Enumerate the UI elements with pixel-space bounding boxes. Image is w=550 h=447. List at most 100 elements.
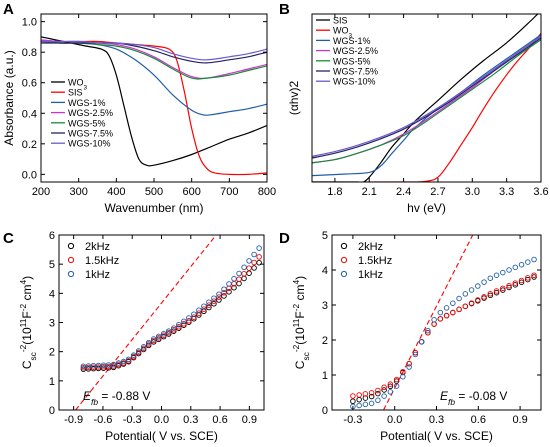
data-point-1-5khz <box>481 294 487 300</box>
data-point-1-5khz <box>412 349 419 356</box>
x-axis-label: Potential( V vs. SCE) <box>380 429 493 443</box>
data-point-2khz <box>350 398 356 405</box>
y-tick-label: 0.8 <box>22 47 37 59</box>
data-point-1khz <box>525 259 531 265</box>
data-point-1-5khz <box>518 277 525 284</box>
legend-item: 1.5kHz <box>340 255 392 267</box>
data-point-1-5khz <box>393 376 400 383</box>
legend-item: WGS-10% <box>316 77 376 87</box>
data-point-1khz <box>393 383 400 389</box>
legend-label: 1kHz <box>358 269 383 281</box>
text-part: -2 <box>291 304 301 312</box>
data-point-1khz <box>216 291 222 297</box>
legend-label: WGS-1% <box>68 98 106 108</box>
data-point-1-5khz <box>512 280 519 286</box>
text-part: ) <box>20 276 34 280</box>
x-tick-label: -0.9 <box>64 414 83 426</box>
legend-item: 1kHz <box>340 269 383 281</box>
data-point-1-5khz <box>191 314 197 320</box>
text-part: WO <box>68 78 84 88</box>
legend-label: 1.5kHz <box>358 255 392 267</box>
text-part: sc <box>28 352 38 360</box>
data-point-2khz <box>251 265 257 271</box>
text-part: WGS-2.5% <box>68 108 113 118</box>
data-point-1khz <box>251 251 257 258</box>
data-point-2khz <box>512 282 519 288</box>
legend-item: WGS-7.5% <box>316 67 378 77</box>
data-point-2khz <box>216 297 222 303</box>
data-point-1khz <box>375 397 381 404</box>
data-point-1-5khz <box>216 294 222 300</box>
x-tick-label: -0.3 <box>123 414 142 426</box>
legend-item: 2kHz <box>67 241 110 253</box>
data-point-1khz <box>493 272 500 278</box>
legend-item: WGS-5% <box>316 56 371 66</box>
text-part: (10 <box>293 327 307 345</box>
legend-label: WGS-1% <box>333 36 371 46</box>
data-point-1-5khz <box>425 329 431 336</box>
data-point-2khz <box>487 292 494 299</box>
text-part: -2 <box>18 304 28 312</box>
data-point-1khz <box>381 393 387 399</box>
efb-symbol: E <box>83 389 92 403</box>
data-point-1khz <box>450 300 456 306</box>
data-point-1khz <box>468 287 475 293</box>
data-point-2khz <box>241 275 247 282</box>
y-tick-label: 2 <box>49 347 55 359</box>
panel-letter: B <box>279 1 290 18</box>
text-part: 4 <box>18 279 28 284</box>
axes-frame <box>311 13 542 183</box>
x-tick-label: 0.3 <box>429 414 444 426</box>
data-point-1khz <box>443 305 450 311</box>
panel-a: A 200 300 400 500 600 700 800 0.0 0.2 0.4 0.6 0.8 1.0… <box>2 1 276 215</box>
data-point-1-5khz <box>196 310 202 316</box>
x-tick-label: 300 <box>69 186 87 198</box>
data-point-2khz <box>500 287 506 293</box>
legend-item: WO3 <box>316 26 353 39</box>
data-point-1khz <box>406 364 412 370</box>
data-point-1khz <box>368 400 375 407</box>
data-point-1khz <box>186 315 192 321</box>
y-tick-label: 0.2 <box>22 139 37 151</box>
legend-item: WGS-2.5% <box>316 46 378 56</box>
data-point-1khz <box>506 267 512 273</box>
series-line-wgs-10- <box>312 35 541 157</box>
data-point-1-5khz <box>387 381 394 387</box>
text-part: WGS-5% <box>68 118 106 128</box>
text-part: F <box>20 311 34 318</box>
text-part: -2 <box>18 344 28 352</box>
data-point-1khz <box>135 348 142 354</box>
data-point-1-5khz <box>256 254 262 260</box>
data-point-1khz <box>462 291 469 297</box>
text-part: cm <box>293 284 307 303</box>
x-tick-label: 0.9 <box>512 414 527 426</box>
efb-value: = -0.08 V <box>455 389 507 403</box>
x-tick-label: 2.4 <box>396 186 411 198</box>
data-point-1-5khz <box>406 360 412 367</box>
data-point-1khz <box>418 339 425 345</box>
x-tick-label: 3.0 <box>465 186 480 198</box>
data-point-2khz <box>387 383 394 390</box>
x-tick-label: 1.8 <box>327 186 342 198</box>
data-point-1-5khz <box>350 393 356 399</box>
data-point-1khz <box>456 295 462 302</box>
data-point-1-5khz <box>487 290 494 297</box>
legend-label: WGS-2.5% <box>333 46 378 56</box>
data-point-1khz <box>500 269 506 276</box>
efb-subscript: fb <box>448 397 455 407</box>
text-part: C <box>20 360 34 369</box>
y-tick-label: 4 <box>322 265 328 277</box>
data-point-1khz <box>155 333 162 340</box>
data-point-1khz <box>196 307 202 313</box>
data-point-2khz <box>368 393 375 400</box>
data-point-1-5khz <box>211 298 217 304</box>
data-point-2khz <box>518 279 525 285</box>
data-point-1khz <box>191 311 197 317</box>
series-line-wgs-7-5- <box>41 42 267 64</box>
data-point-1khz <box>110 361 117 368</box>
plot-area <box>350 235 537 410</box>
legend-marker <box>340 256 348 264</box>
data-point-1-5khz <box>525 275 531 281</box>
y-tick-label: 1 <box>49 376 55 388</box>
data-point-1-5khz <box>181 321 187 327</box>
